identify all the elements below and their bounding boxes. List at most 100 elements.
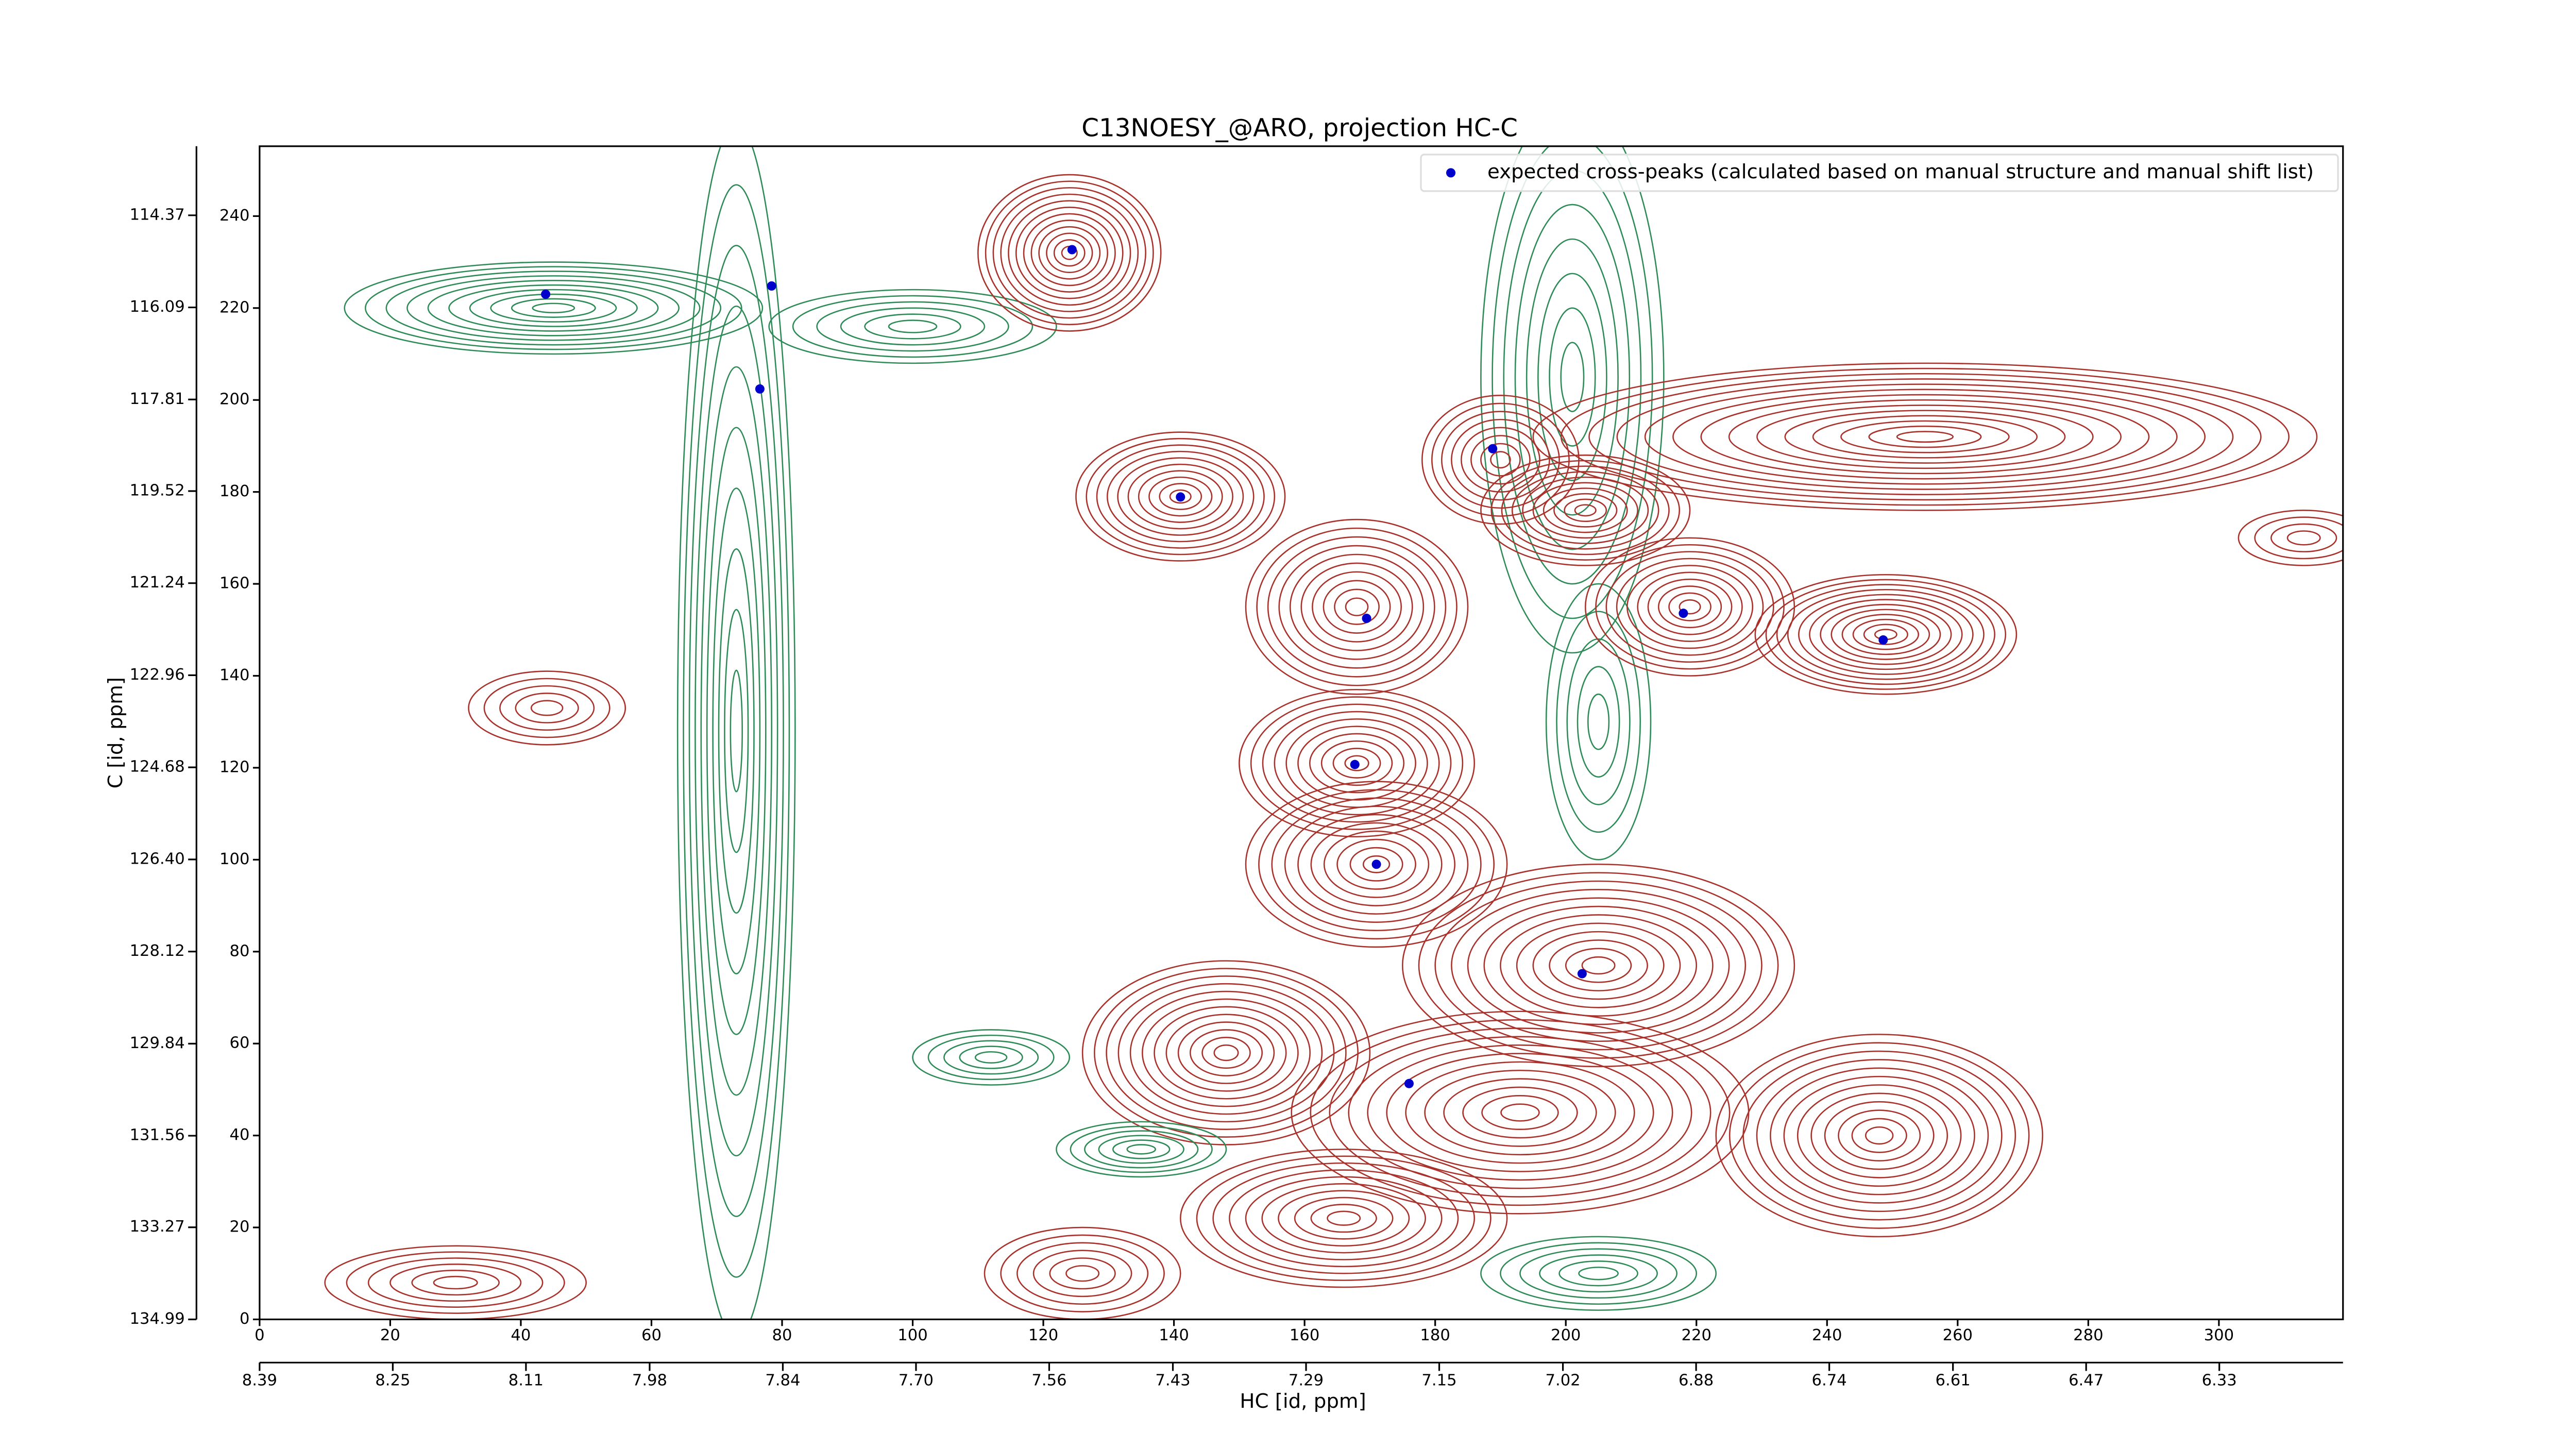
contour-ring	[1462, 1086, 1578, 1139]
contour-ring	[1344, 755, 1369, 771]
contour-ring	[1332, 748, 1381, 779]
contour-ring	[1159, 483, 1202, 510]
contour-ring	[1492, 146, 1653, 619]
contour-ring	[1756, 1059, 2003, 1212]
contour-ring	[1810, 1092, 1948, 1178]
contour-ring	[1514, 204, 1631, 550]
cross-peak	[1362, 613, 1371, 624]
contour-group	[912, 1029, 1071, 1086]
contour-ring	[1291, 1010, 1750, 1215]
contour-ring	[1177, 1021, 1275, 1084]
contour-ring	[1679, 599, 1701, 615]
contour-ring	[724, 609, 749, 853]
contour-ring	[1046, 232, 1093, 273]
contour-ring	[1107, 450, 1255, 543]
contour-ring	[1490, 451, 1511, 469]
contour-ring	[1852, 618, 1920, 650]
contour-ring	[1348, 1036, 1692, 1189]
contour-group	[1532, 362, 2318, 511]
contour-ring	[1756, 405, 2094, 469]
y2-tick-label: 131.56	[130, 1126, 185, 1144]
contour-ring	[792, 295, 1033, 358]
contour-ring	[1812, 415, 2038, 459]
contour-ring	[511, 298, 596, 318]
contour-ring	[499, 685, 595, 731]
contour-ring	[1038, 226, 1101, 280]
y2-tick-label: 124.68	[130, 758, 185, 776]
x2-tick-label: 7.15	[1421, 1371, 1456, 1389]
contour-ring	[468, 670, 626, 746]
contour-group	[768, 289, 1057, 364]
contour-ring	[1424, 1069, 1616, 1156]
contour-ring	[490, 293, 617, 323]
x2-tick-label: 6.88	[1679, 1371, 1714, 1389]
contour-ring	[1362, 855, 1391, 873]
contour-ring	[1084, 1130, 1199, 1169]
cross-peak	[755, 384, 765, 394]
x2-tick-label: 8.25	[375, 1371, 410, 1389]
contour-ring	[1138, 470, 1223, 523]
contour-ring	[389, 1263, 522, 1302]
contour-group	[1245, 518, 1469, 695]
y2-tick-label: 134.99	[130, 1310, 185, 1328]
cross-peak	[1371, 860, 1381, 869]
contour-ring	[676, 146, 796, 1320]
contour-ring	[1865, 1126, 1894, 1145]
contour-ring	[1668, 592, 1711, 621]
cross-peak	[1404, 1079, 1414, 1088]
contour-ring	[912, 1029, 1071, 1086]
contour-ring	[1405, 1061, 1635, 1164]
contour-ring	[1229, 1169, 1459, 1268]
contour-ring	[530, 700, 564, 716]
y2-tick-label: 121.24	[130, 574, 185, 592]
contour-ring	[1258, 789, 1495, 940]
contour-ring	[706, 427, 767, 1035]
contour-ring	[943, 1040, 1039, 1075]
contour-ring	[1556, 611, 1641, 833]
contour-group	[1056, 1121, 1227, 1178]
contour-ring	[1644, 383, 2206, 490]
contour-ring	[1467, 897, 1730, 1034]
x-tick-label: 260	[1943, 1326, 1973, 1344]
contour-ring	[1838, 1109, 1921, 1161]
contour-ring	[1000, 193, 1139, 312]
contour-ring	[700, 366, 773, 1096]
contour-ring	[1809, 599, 1963, 670]
y-tick-label: 20	[230, 1218, 250, 1236]
contour-ring	[1016, 1242, 1149, 1305]
y-axis-label: C [id, ppm]	[104, 677, 127, 788]
contour-ring	[1532, 482, 1638, 539]
cross-peak	[1176, 492, 1185, 502]
contour-ring	[1820, 603, 1952, 665]
contour-ring	[1742, 1050, 2016, 1221]
contour-ring	[1581, 956, 1616, 975]
contour-ring	[532, 302, 575, 314]
contour-ring	[1526, 238, 1619, 516]
y2-tick-label: 122.96	[130, 666, 185, 684]
y2-tick-label: 116.09	[130, 298, 185, 316]
x2-tick-label: 7.02	[1545, 1371, 1580, 1389]
y-tick-label: 100	[219, 850, 249, 868]
contour-group	[984, 1226, 1181, 1320]
contour-ring	[1000, 1234, 1165, 1312]
x-tick-label: 240	[1812, 1326, 1842, 1344]
contour-ring	[1543, 487, 1628, 533]
contour-group	[1715, 1034, 2043, 1238]
contour-ring	[1015, 206, 1124, 299]
cross-peak	[1350, 760, 1360, 769]
contour-ring	[1431, 402, 1570, 517]
contour-ring	[1565, 948, 1632, 983]
contour-ring	[1297, 726, 1416, 801]
contour-ring	[1728, 1042, 2030, 1229]
y-tick-label: 40	[230, 1126, 250, 1144]
contour-ring	[1657, 585, 1722, 629]
contour-group	[1245, 781, 1508, 948]
contour-ring	[1501, 465, 1670, 555]
x2-tick-label: 7.84	[765, 1371, 800, 1389]
legend-box	[1420, 154, 2339, 192]
contour-ring	[1451, 418, 1550, 501]
cross-peak	[1067, 245, 1077, 255]
contour-group	[468, 670, 626, 746]
contour-ring	[1522, 476, 1649, 544]
